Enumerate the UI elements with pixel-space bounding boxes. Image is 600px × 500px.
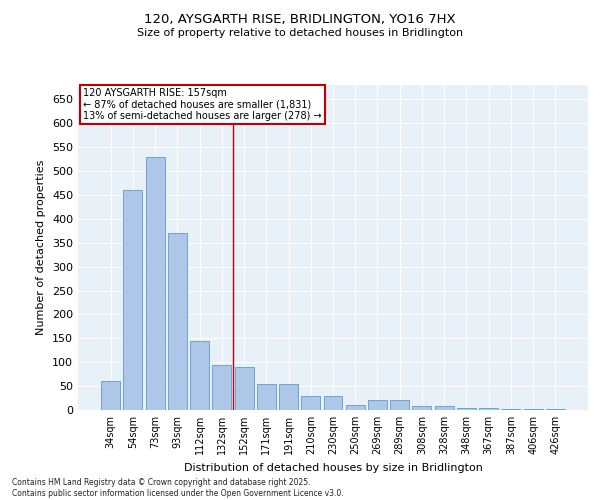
Bar bbox=[101, 382, 120, 410]
Bar bbox=[257, 384, 276, 410]
Bar bbox=[190, 340, 209, 410]
Bar bbox=[146, 156, 164, 410]
Text: Contains HM Land Registry data © Crown copyright and database right 2025.
Contai: Contains HM Land Registry data © Crown c… bbox=[12, 478, 344, 498]
Bar bbox=[279, 384, 298, 410]
Bar bbox=[502, 408, 520, 410]
Bar bbox=[524, 408, 542, 410]
Text: 120 AYSGARTH RISE: 157sqm
← 87% of detached houses are smaller (1,831)
13% of se: 120 AYSGARTH RISE: 157sqm ← 87% of detac… bbox=[83, 88, 322, 122]
Bar bbox=[435, 406, 454, 410]
Text: Size of property relative to detached houses in Bridlington: Size of property relative to detached ho… bbox=[137, 28, 463, 38]
Bar bbox=[368, 400, 387, 410]
Bar bbox=[457, 408, 476, 410]
Bar bbox=[301, 396, 320, 410]
Bar bbox=[323, 396, 343, 410]
Bar bbox=[212, 364, 231, 410]
Bar bbox=[346, 405, 365, 410]
Bar bbox=[124, 190, 142, 410]
Bar bbox=[546, 408, 565, 410]
Text: 120, AYSGARTH RISE, BRIDLINGTON, YO16 7HX: 120, AYSGARTH RISE, BRIDLINGTON, YO16 7H… bbox=[144, 12, 456, 26]
Bar bbox=[235, 367, 254, 410]
Bar bbox=[390, 400, 409, 410]
Y-axis label: Number of detached properties: Number of detached properties bbox=[37, 160, 46, 335]
Bar bbox=[479, 408, 498, 410]
Bar bbox=[412, 406, 431, 410]
Bar bbox=[168, 233, 187, 410]
X-axis label: Distribution of detached houses by size in Bridlington: Distribution of detached houses by size … bbox=[184, 462, 482, 472]
